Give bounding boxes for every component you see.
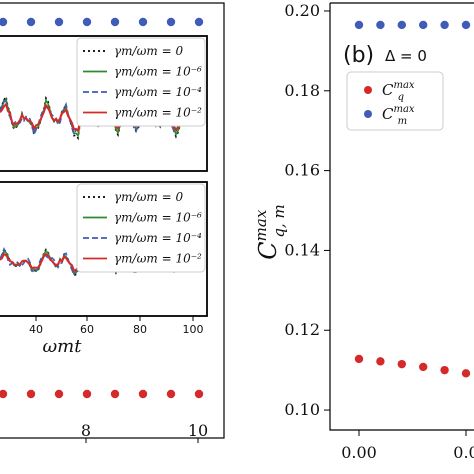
left-bottom-dot bbox=[166, 389, 176, 399]
panel-b-ytick: 0.16 bbox=[284, 161, 320, 180]
cm-point bbox=[376, 20, 385, 30]
left-xtick-10: 10 bbox=[188, 421, 208, 440]
panel-b-xtick: 0.00 bbox=[341, 443, 377, 462]
left-bottom-dot bbox=[82, 389, 92, 399]
inset-xlabel: ωmt bbox=[43, 336, 83, 357]
legend-label: γm/ωm = 10⁻² bbox=[114, 106, 202, 120]
panel-b-delta: Δ = 0 bbox=[385, 47, 427, 65]
left-top-dot bbox=[82, 17, 92, 27]
panel-b-ytick: 0.18 bbox=[284, 81, 320, 100]
legend-marker bbox=[364, 110, 372, 118]
left-top-dot bbox=[0, 17, 8, 27]
left-xtick-8: 8 bbox=[81, 421, 91, 440]
left-top-dot bbox=[138, 17, 148, 27]
cm-point bbox=[440, 20, 449, 30]
legend-label: γm/ωm = 10⁻⁶ bbox=[114, 65, 202, 79]
left-bottom-dot bbox=[54, 389, 64, 399]
left-top-dot bbox=[194, 17, 204, 27]
panel-b-ytick: 0.14 bbox=[284, 240, 320, 259]
legend-label: γm/ωm = 10⁻⁴ bbox=[114, 231, 202, 245]
panel-b-ytick: 0.12 bbox=[284, 320, 320, 339]
panel-b-ytick: 0.20 bbox=[284, 1, 320, 20]
legend-marker bbox=[364, 86, 372, 94]
left-top-dot bbox=[26, 17, 36, 27]
cm-point bbox=[397, 20, 406, 30]
left-top-dot bbox=[166, 17, 176, 27]
inset-bottom: γm/ωm = 0 γm/ωm = 10⁻⁶ γm/ωm = 10⁻⁴ γm/ωm =… bbox=[0, 181, 208, 357]
legend-label: γm/ωm = 0 bbox=[114, 44, 183, 58]
cm-point bbox=[419, 20, 428, 30]
cq-point bbox=[419, 362, 428, 372]
panel-b-ylabel: Cmaxq, m bbox=[252, 204, 288, 259]
inset-xtick: 80 bbox=[133, 323, 147, 336]
panel-b-xtick: 0.0 bbox=[453, 443, 474, 462]
cq-point bbox=[440, 365, 449, 375]
inset-top: γm/ωm = 0 γm/ωm = 10⁻⁶ γm/ωm = 10⁻⁴ γm/ωm =… bbox=[0, 35, 208, 172]
inset-xtick: 60 bbox=[80, 323, 94, 336]
left-outer-frame bbox=[0, 2, 225, 439]
cq-point bbox=[397, 359, 406, 369]
left-bottom-dot-row bbox=[0, 389, 204, 399]
legend-label: γm/ωm = 10⁻⁴ bbox=[114, 85, 202, 99]
legend-label: γm/ωm = 10⁻⁶ bbox=[114, 211, 202, 225]
panel-b-ytick: 0.10 bbox=[284, 400, 320, 419]
left-bottom-dot bbox=[110, 389, 120, 399]
legend-label: Cmax m bbox=[382, 104, 415, 127]
left-bottom-dot bbox=[138, 389, 148, 399]
cm-point bbox=[354, 20, 364, 30]
legend-label: γm/ωm = 0 bbox=[114, 190, 183, 204]
left-top-dot-row bbox=[0, 17, 204, 27]
left-top-dot bbox=[110, 17, 120, 27]
cq-point bbox=[376, 357, 385, 366]
cq-point bbox=[354, 354, 364, 364]
panel-b-label: (b) bbox=[343, 43, 374, 68]
panel-b: 0.20 0.18 0.16 0.14 0.12 0.10 0.00 0.0 Cmaxq, … bbox=[252, 1, 474, 462]
inset-xtick: 40 bbox=[29, 323, 43, 336]
left-bottom-dot bbox=[26, 389, 36, 399]
legend-label: γm/ωm = 10⁻² bbox=[114, 252, 202, 266]
cq-point bbox=[461, 369, 471, 378]
left-top-dot bbox=[54, 17, 64, 27]
left-bottom-dot bbox=[194, 389, 204, 399]
inset-xtick: 100 bbox=[183, 323, 204, 336]
left-bottom-dot bbox=[0, 389, 8, 399]
cm-point bbox=[461, 20, 471, 30]
